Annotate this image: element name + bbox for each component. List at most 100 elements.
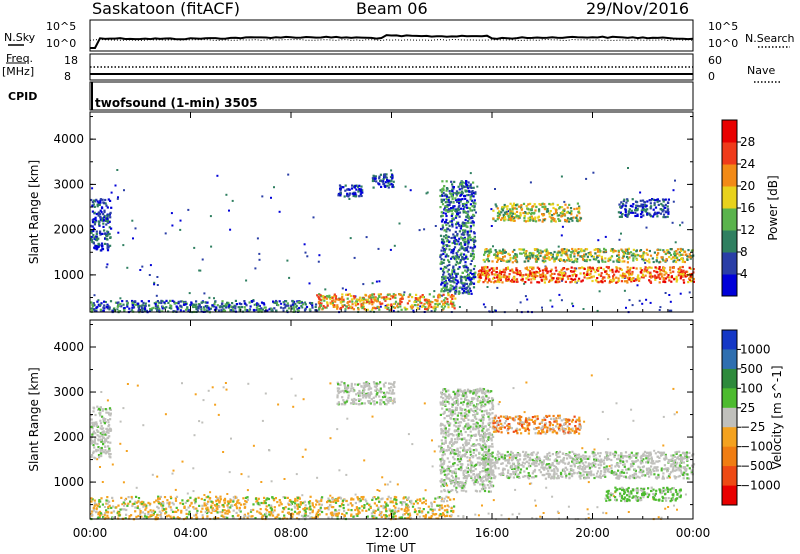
echo-cell [460,187,464,190]
echo-cell [466,275,469,278]
echo-cell [662,270,665,273]
echo-cell [387,392,390,395]
echo-cell [334,297,337,300]
echo-cell [469,430,472,433]
echo-cell [337,192,340,196]
echo-cell [498,277,501,280]
echo-cell [491,442,494,446]
speckle [164,232,167,235]
echo-cell [517,271,520,274]
echo-cell [116,305,119,308]
echo-cell [534,275,537,278]
echo-cell [483,274,486,277]
echo-cell [118,310,121,313]
speckle [531,517,534,520]
speckle [235,505,238,508]
echo-cell [527,278,530,281]
echo-cell [499,273,503,276]
echo-cell [371,300,374,303]
echo-cell [470,464,473,467]
echo-cell [444,205,447,208]
speckle [602,511,605,514]
echo-cell [372,186,375,189]
echo-cell [446,187,449,190]
echo-cell [550,268,553,271]
echo-cell [295,304,298,308]
echo-cell [568,217,571,221]
echo-cell [92,234,95,237]
echo-cell [213,302,216,305]
echo-cell [333,295,336,298]
echo-cell [101,247,104,250]
echo-cell [520,208,523,211]
echo-cell [596,248,600,251]
echo-cell [636,204,639,207]
echo-cell [467,434,470,437]
echo-cell [452,288,455,291]
echo-cell [448,260,451,263]
echo-cell [404,308,407,311]
echo-cell [110,206,113,209]
echo-cell [340,298,344,301]
echo-cell [493,281,496,284]
echo-cell [257,308,260,311]
echo-cell [678,259,681,262]
echo-cell [467,273,470,276]
echo-cell [91,305,94,308]
speckle [587,517,590,520]
speckle [433,450,436,453]
echo-cell [377,382,380,386]
echo-cell [581,266,584,269]
echo-cell [480,458,483,461]
echo-cell [346,399,349,402]
speckle [292,405,295,408]
echo-cell [392,180,395,183]
echo-cell [92,199,95,202]
echo-cell [102,309,105,312]
echo-cell [409,305,412,308]
echo-cell [355,393,358,396]
echo-cell [460,397,463,400]
echo-cell [447,268,450,271]
speckle [318,254,321,257]
echo-cell [443,482,446,485]
echo-cell [479,387,482,390]
echo-cell [466,277,469,280]
echo-cell [679,248,682,251]
echo-cell [475,426,478,430]
echo-cell [477,273,481,276]
echo-cell [620,215,623,218]
speckle [605,512,608,515]
echo-cell [470,253,473,256]
echo-cell [666,205,669,208]
echo-cell [173,300,176,303]
echo-cell [571,260,574,264]
echo-cell [622,272,625,275]
echo-cell [243,306,246,309]
echo-cell [483,405,486,408]
echo-cell [452,451,455,454]
echo-cell [359,402,362,405]
echo-cell [615,281,618,284]
echo-cell [320,302,323,305]
echo-cell [302,303,305,306]
echo-cell [469,263,472,266]
echo-cell [642,208,646,211]
echo-cell [421,296,424,299]
echo-cell [497,275,501,278]
echo-cell [341,296,344,299]
speckle [672,387,675,390]
echo-cell [441,457,444,460]
echo-cell [589,251,592,254]
echo-cell [440,396,443,399]
echo-cell [366,382,369,385]
echo-cell [472,404,475,407]
echo-cell [625,255,629,259]
echo-cell [591,279,594,283]
echo-cell [467,399,470,402]
echo-cell [472,473,475,476]
echo-cell [94,432,97,435]
echo-cell [338,387,341,390]
speckle [625,306,627,309]
echo-cell [331,301,334,304]
